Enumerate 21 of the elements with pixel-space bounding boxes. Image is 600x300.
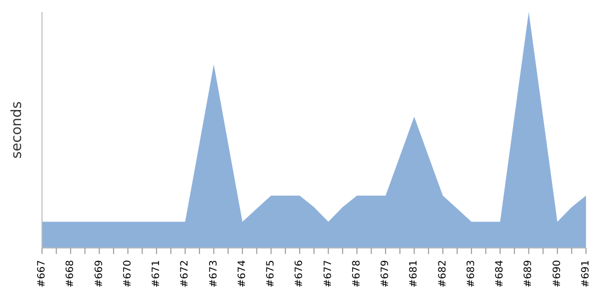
x-tick-label: #684 (494, 260, 506, 288)
x-tick-label: #691 (580, 260, 592, 288)
x-tick-label: #681 (408, 260, 420, 288)
x-tick-label: #667 (36, 260, 48, 288)
x-tick-label: #670 (122, 260, 134, 288)
y-axis-title: seconds (8, 101, 25, 159)
x-tick-label: #683 (466, 260, 477, 288)
x-tick-label: #673 (208, 260, 220, 288)
x-tick-label: #679 (380, 260, 392, 288)
x-tick-label: #669 (94, 260, 105, 288)
x-tick-label: #678 (351, 260, 362, 288)
x-tick-label: #672 (180, 260, 191, 288)
x-tick-label: #675 (266, 260, 277, 288)
x-tick-label: #668 (65, 260, 76, 288)
x-tick-label: #671 (151, 260, 162, 288)
x-tick-label: #676 (294, 260, 306, 288)
x-tick-label: #689 (523, 260, 534, 288)
x-tick-label: #677 (322, 260, 334, 288)
x-tick-label: #674 (236, 260, 248, 288)
x-tick-label: #690 (552, 260, 563, 288)
x-tick-label: #682 (437, 260, 448, 288)
